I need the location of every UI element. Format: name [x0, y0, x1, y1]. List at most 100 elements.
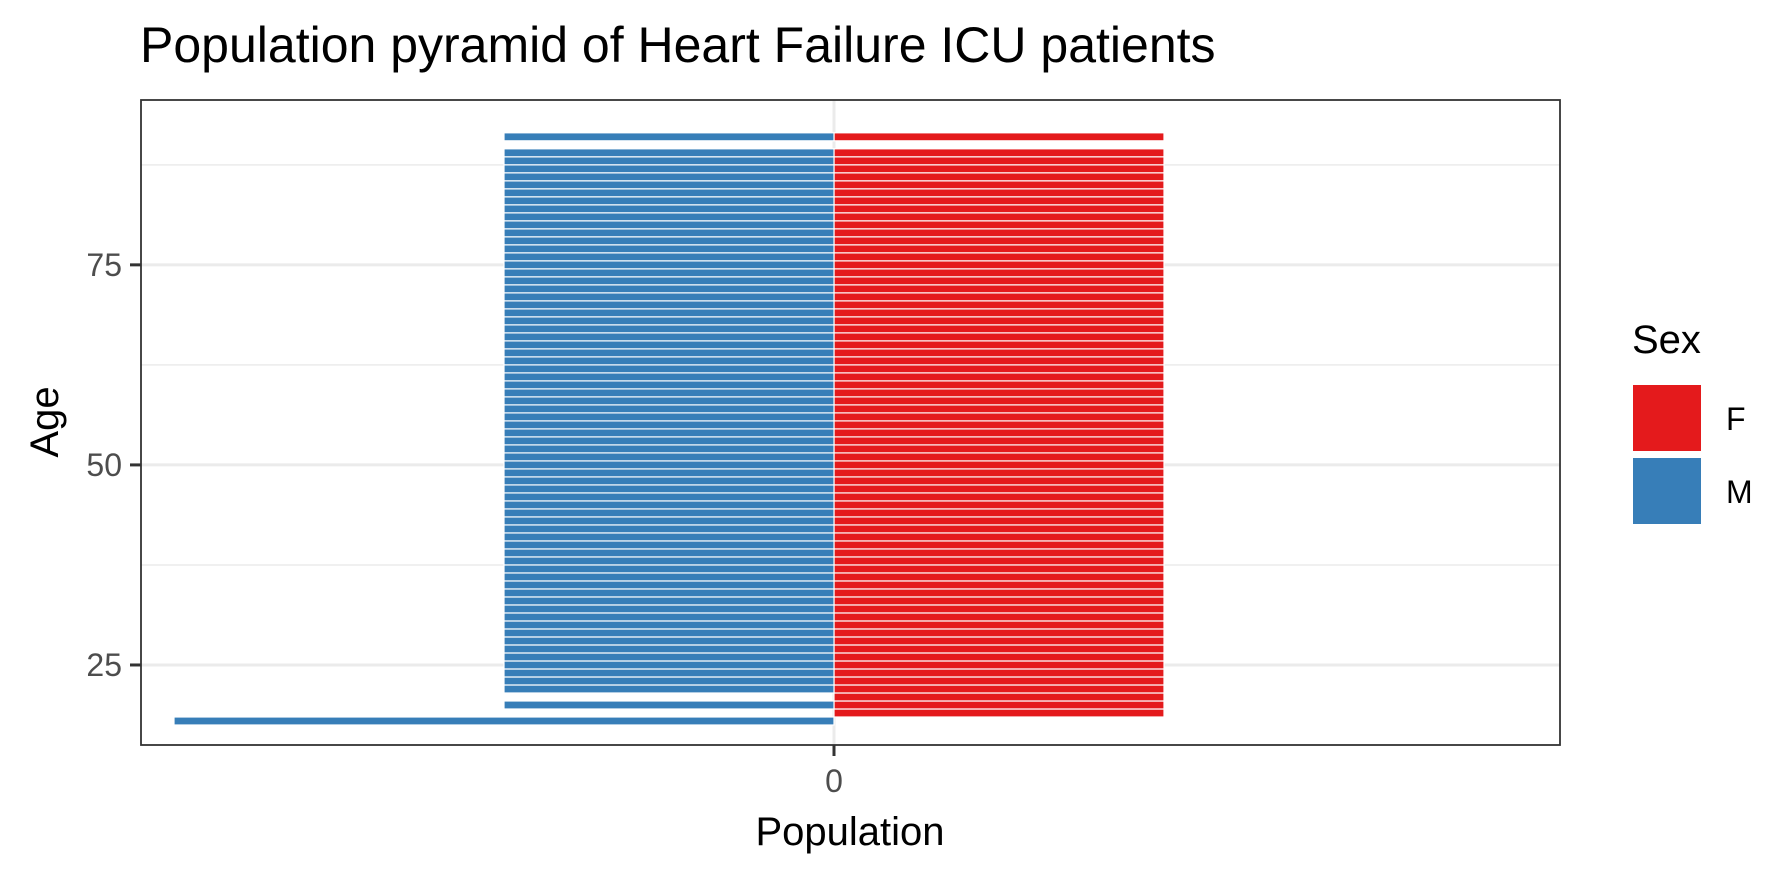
bar-m-age-81	[503, 212, 835, 222]
bar-m-age-87	[503, 164, 835, 174]
bar-m-age-40	[503, 540, 835, 550]
bar-f-age-89	[833, 148, 1165, 158]
bar-f-age-46	[833, 492, 1165, 502]
x-axis-title: Population	[755, 810, 944, 854]
bar-f-age-36	[833, 572, 1165, 582]
bar-m-age-69	[503, 308, 835, 318]
legend-label-m: M	[1726, 474, 1753, 510]
bar-f-age-77	[833, 244, 1165, 254]
bar-m-age-34	[503, 588, 835, 598]
bar-m-age-59	[503, 388, 835, 398]
bar-f-age-59	[833, 388, 1165, 398]
bar-f-age-40	[833, 540, 1165, 550]
bar-m-age-43	[503, 516, 835, 526]
bar-m-age-46	[503, 492, 835, 502]
bar-m-age-25	[503, 660, 835, 670]
bar-f-age-19	[833, 708, 1165, 718]
bar-f-age-48	[833, 476, 1165, 486]
bar-f-age-58	[833, 396, 1165, 406]
bar-f-age-80	[833, 220, 1165, 230]
bar-f-age-52	[833, 444, 1165, 454]
bar-m-age-31	[503, 612, 835, 622]
bar-m-age-74	[503, 268, 835, 278]
bar-f-age-29	[833, 628, 1165, 638]
bar-f-age-76	[833, 252, 1165, 262]
bar-m-age-70	[503, 300, 835, 310]
bar-f-age-83	[833, 196, 1165, 206]
bar-f-age-28	[833, 636, 1165, 646]
bar-f-age-57	[833, 404, 1165, 414]
bar-f-age-64	[833, 348, 1165, 358]
bar-m-age-72	[503, 284, 835, 294]
bar-m-age-18	[173, 716, 835, 726]
bar-f-age-41	[833, 532, 1165, 542]
bar-m-age-22	[503, 684, 835, 694]
bar-f-age-74	[833, 268, 1165, 278]
bar-f-age-85	[833, 180, 1165, 190]
bar-m-age-51	[503, 452, 835, 462]
chart-title: Population pyramid of Heart Failure ICU …	[140, 17, 1216, 73]
bar-m-age-77	[503, 244, 835, 254]
bar-f-age-33	[833, 596, 1165, 606]
bar-m-age-33	[503, 596, 835, 606]
bar-m-age-68	[503, 316, 835, 326]
bar-m-age-29	[503, 628, 835, 638]
bar-m-age-35	[503, 580, 835, 590]
bar-f-age-71	[833, 292, 1165, 302]
bar-f-age-55	[833, 420, 1165, 430]
bar-m-age-64	[503, 348, 835, 358]
bar-f-age-70	[833, 300, 1165, 310]
bar-f-age-27	[833, 644, 1165, 654]
bar-f-age-47	[833, 484, 1165, 494]
bar-f-age-45	[833, 500, 1165, 510]
bar-m-age-63	[503, 356, 835, 366]
bars-group	[173, 132, 1165, 726]
bar-m-age-56	[503, 412, 835, 422]
bar-f-age-44	[833, 508, 1165, 518]
bar-m-age-36	[503, 572, 835, 582]
y-tick-label: 75	[86, 247, 122, 283]
bar-f-age-73	[833, 276, 1165, 286]
bar-f-age-31	[833, 612, 1165, 622]
bar-f-age-86	[833, 172, 1165, 182]
bar-m-age-65	[503, 340, 835, 350]
bar-m-age-45	[503, 500, 835, 510]
panel-border	[140, 99, 1561, 746]
bar-f-age-81	[833, 212, 1165, 222]
legend: Sex F M	[1632, 318, 1753, 524]
y-tick-label: 50	[86, 447, 122, 483]
bar-m-age-55	[503, 420, 835, 430]
bar-f-age-72	[833, 284, 1165, 294]
x-axis: 0	[825, 745, 843, 799]
bar-m-age-62	[503, 364, 835, 374]
bar-m-age-91	[503, 132, 835, 142]
bar-f-age-87	[833, 164, 1165, 174]
bar-m-age-76	[503, 252, 835, 262]
bar-f-age-65	[833, 340, 1165, 350]
bar-m-age-79	[503, 228, 835, 238]
bar-m-age-37	[503, 564, 835, 574]
bar-m-age-54	[503, 428, 835, 438]
bar-m-age-27	[503, 644, 835, 654]
y-axis-title: Age	[23, 386, 67, 457]
bar-f-age-39	[833, 548, 1165, 558]
bar-f-age-91	[833, 132, 1165, 142]
bar-f-age-32	[833, 604, 1165, 614]
bar-m-age-73	[503, 276, 835, 286]
bar-f-age-78	[833, 236, 1165, 246]
bar-m-age-85	[503, 180, 835, 190]
legend-key-m	[1633, 458, 1701, 524]
bar-m-age-23	[503, 676, 835, 686]
bar-m-age-44	[503, 508, 835, 518]
bar-f-age-50	[833, 460, 1165, 470]
bar-f-age-53	[833, 436, 1165, 446]
bar-m-age-88	[503, 156, 835, 166]
bar-f-age-66	[833, 332, 1165, 342]
bar-m-age-50	[503, 460, 835, 470]
bar-m-age-71	[503, 292, 835, 302]
bar-f-age-26	[833, 652, 1165, 662]
bar-m-age-82	[503, 204, 835, 214]
bar-m-age-24	[503, 668, 835, 678]
bar-f-age-24	[833, 668, 1165, 678]
bar-f-age-30	[833, 620, 1165, 630]
